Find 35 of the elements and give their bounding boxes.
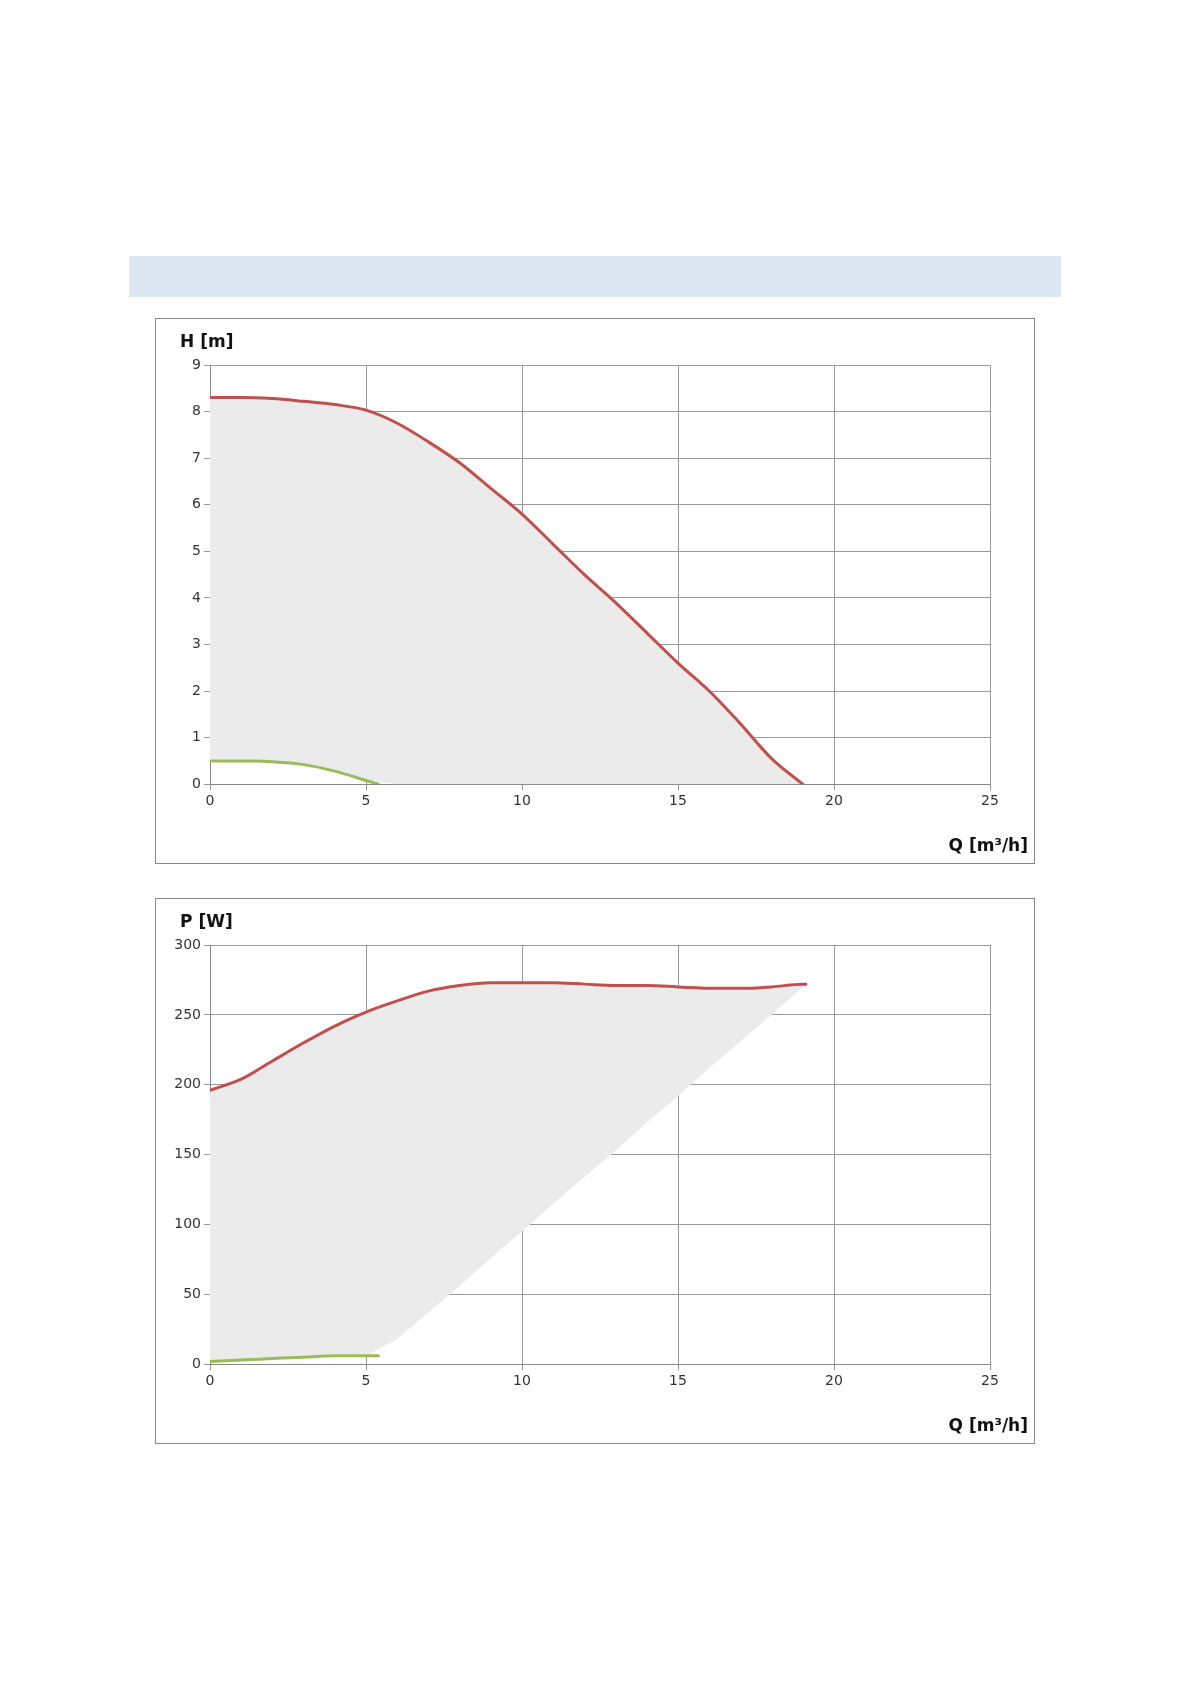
y-tick-label: 300 [174,935,201,952]
y-tick-label: 7 [192,448,201,465]
y-axis-title: H [m] [180,331,234,351]
y-tick-label: 4 [192,588,202,605]
x-tick-label: 5 [361,792,371,809]
x-tick-label: 0 [205,1372,215,1389]
x-tick-label: 10 [513,1372,531,1389]
y-tick-label: 2 [192,681,201,698]
x-tick-label: 20 [825,792,843,809]
y-tick-label: 200 [174,1075,201,1092]
y-tick-label: 250 [174,1005,201,1022]
y-tick-label: 50 [183,1284,201,1301]
y-tick-label: 9 [192,355,201,372]
x-tick-label: 15 [669,792,687,809]
line-series [210,759,380,785]
y-tick-label: 6 [192,495,202,512]
y-axis-title: P [W] [180,911,233,931]
x-tick-label: 0 [205,792,215,809]
x-tick-label: 20 [825,1372,843,1389]
y-tick-label: 3 [192,635,201,652]
x-axis-title: Q [m³/h] [948,1415,1028,1435]
line-series [210,981,808,1092]
y-tick-label: 0 [192,1354,201,1371]
y-tick-label: 100 [174,1215,201,1232]
x-tick-label: 5 [361,1372,371,1389]
y-tick-label: 5 [192,541,201,558]
x-tick-label: 25 [981,1372,999,1389]
y-tick-label: 8 [192,402,201,419]
x-tick-label: 25 [981,792,999,809]
x-axis-title: Q [m³/h] [948,835,1028,855]
x-tick-label: 10 [513,792,531,809]
y-tick-label: 1 [192,728,201,745]
x-tick-label: 15 [669,1372,687,1389]
y-tick-label: 0 [192,774,201,791]
y-tick-label: 150 [174,1145,201,1162]
